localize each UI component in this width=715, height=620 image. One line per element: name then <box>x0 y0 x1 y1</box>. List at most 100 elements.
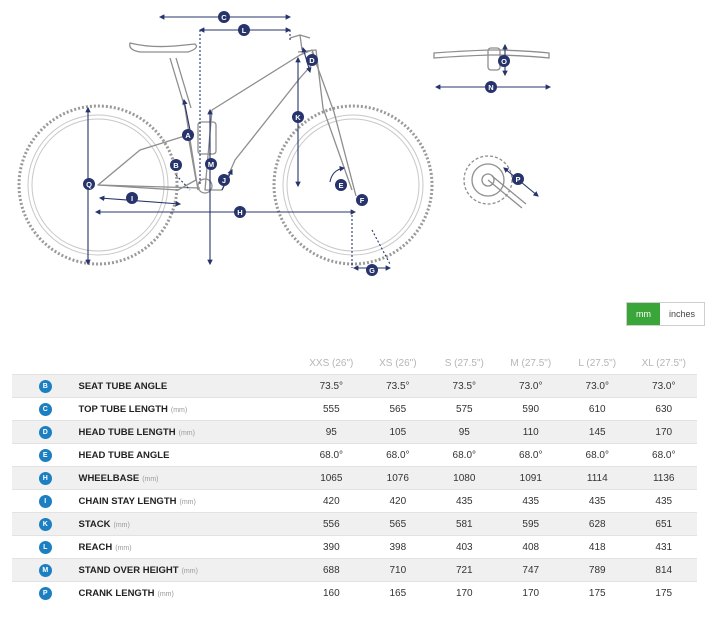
value-cell: 1076 <box>364 466 432 490</box>
row-letter-cell: K <box>12 512 79 536</box>
bike-frame <box>97 34 357 197</box>
row-letter-cell: D <box>12 420 79 444</box>
bike-geometry-diagram: A B C D E F G H I J K L M N O P Q <box>17 11 552 276</box>
svg-text:Q: Q <box>86 180 92 189</box>
unit-toggle: mm inches <box>626 302 706 326</box>
value-cell: 1091 <box>497 466 565 490</box>
value-cell: 710 <box>364 558 432 582</box>
diagram-letter-badges: A B C D E F G H I J K L M N O P Q <box>83 11 524 276</box>
svg-text:K: K <box>295 113 301 122</box>
value-cell: 1136 <box>630 466 697 490</box>
diagram-letter-m: M <box>205 158 217 170</box>
value-cell: 435 <box>431 489 498 513</box>
svg-text:D: D <box>309 56 315 65</box>
table-row: D HEAD TUBE LENGTH (mm) 95 105 95 110 145 170 <box>12 420 697 444</box>
row-letter-cell: H <box>12 466 79 490</box>
value-cell: 95 <box>298 420 365 444</box>
row-letter-badge: L <box>38 540 52 554</box>
row-letter-badge: H <box>38 471 52 485</box>
row-label: HEAD TUBE ANGLE <box>78 449 170 461</box>
value-cell: 581 <box>431 512 498 536</box>
svg-text:H: H <box>237 208 242 217</box>
row-unit: (mm) <box>170 406 188 414</box>
value-cell: 73.5° <box>364 374 432 398</box>
row-label: STAND OVER HEIGHT <box>78 564 179 576</box>
value-cell: 175 <box>630 581 697 604</box>
table-row: C TOP TUBE LENGTH (mm) 555 565 575 590 610 630 <box>12 397 697 421</box>
table-row: E HEAD TUBE ANGLE 68.0° 68.0° 68.0° 68.0° 68.0… <box>12 443 697 467</box>
svg-text:P: P <box>515 175 520 184</box>
svg-text:L: L <box>242 26 247 35</box>
value-cell: 110 <box>497 420 565 444</box>
table-row: P CRANK LENGTH (mm) 160 165 170 170 175 175 <box>12 581 697 604</box>
table-row: H WHEELBASE (mm) 1065 1076 1080 1091 1114 1136 <box>12 466 697 490</box>
diagram-letter-c: C <box>218 11 230 23</box>
header-spacer <box>78 352 298 375</box>
row-unit: (mm) <box>113 521 130 529</box>
row-letter-cell: B <box>12 374 79 398</box>
value-cell: 435 <box>564 489 631 513</box>
value-cell: 435 <box>497 489 565 513</box>
row-letter-badge: D <box>38 425 52 439</box>
unit-mm-button[interactable]: mm <box>627 303 660 325</box>
row-label: CHAIN STAY LENGTH <box>78 495 177 507</box>
value-cell: 610 <box>564 397 631 421</box>
diagram-letter-n: N <box>485 81 497 93</box>
value-cell: 814 <box>630 558 697 582</box>
row-letter-badge: I <box>38 494 52 508</box>
front-wheel <box>272 104 434 266</box>
value-cell: 170 <box>497 581 565 604</box>
row-letter-badge: M <box>38 563 52 577</box>
svg-text:J: J <box>222 176 226 185</box>
svg-text:M: M <box>208 160 214 169</box>
row-label-cell: REACH (mm) <box>78 535 299 559</box>
value-cell: 575 <box>431 397 498 421</box>
diagram-letter-j: J <box>218 174 230 186</box>
size-header: XL (27.5") <box>641 357 686 369</box>
value-cell: 789 <box>564 558 631 582</box>
row-letter-cell: L <box>12 535 79 559</box>
diagram-letter-p: P <box>512 173 524 185</box>
value-cell: 688 <box>298 558 365 582</box>
value-cell: 747 <box>497 558 565 582</box>
diagram-letter-a: A <box>182 129 194 141</box>
row-letter-badge: C <box>38 402 52 416</box>
value-cell: 73.0° <box>497 374 565 398</box>
value-cell: 145 <box>564 420 631 444</box>
diagram-letter-f: F <box>356 194 368 206</box>
value-cell: 418 <box>564 535 631 559</box>
row-label: SEAT TUBE ANGLE <box>78 380 168 392</box>
diagram-letter-k: K <box>292 111 304 123</box>
row-unit: (mm) <box>179 498 196 506</box>
value-cell: 1080 <box>431 466 498 490</box>
value-cell: 68.0° <box>364 443 432 467</box>
size-header: M (27.5") <box>510 357 552 369</box>
value-cell: 403 <box>431 535 498 559</box>
row-label: WHEELBASE <box>78 472 140 484</box>
svg-text:N: N <box>488 83 493 92</box>
value-cell: 628 <box>564 512 631 536</box>
value-cell: 68.0° <box>630 443 697 467</box>
row-letter-badge: B <box>38 379 52 393</box>
value-cell: 555 <box>298 397 365 421</box>
row-unit: (mm) <box>157 590 174 598</box>
svg-text:A: A <box>185 131 191 140</box>
value-cell: 420 <box>298 489 365 513</box>
unit-inches-button[interactable]: inches <box>660 303 705 325</box>
row-label-cell: CHAIN STAY LENGTH (mm) <box>78 489 299 513</box>
measurement-lines <box>85 14 552 271</box>
svg-text:F: F <box>360 196 365 205</box>
row-letter-cell: P <box>12 581 79 604</box>
row-letter-cell: M <box>12 558 79 582</box>
value-cell: 420 <box>364 489 432 513</box>
table-row: M STAND OVER HEIGHT (mm) 688 710 721 747 789 814 <box>12 558 697 582</box>
row-letter-cell: E <box>12 443 79 467</box>
row-label-cell: CRANK LENGTH (mm) <box>78 581 299 604</box>
value-cell: 68.0° <box>564 443 631 467</box>
row-label: REACH <box>78 541 113 553</box>
value-cell: 160 <box>298 581 365 604</box>
value-cell: 175 <box>564 581 631 604</box>
row-unit: (mm) <box>178 429 195 437</box>
value-cell: 170 <box>630 420 697 444</box>
row-label-cell: HEAD TUBE ANGLE <box>78 443 299 467</box>
